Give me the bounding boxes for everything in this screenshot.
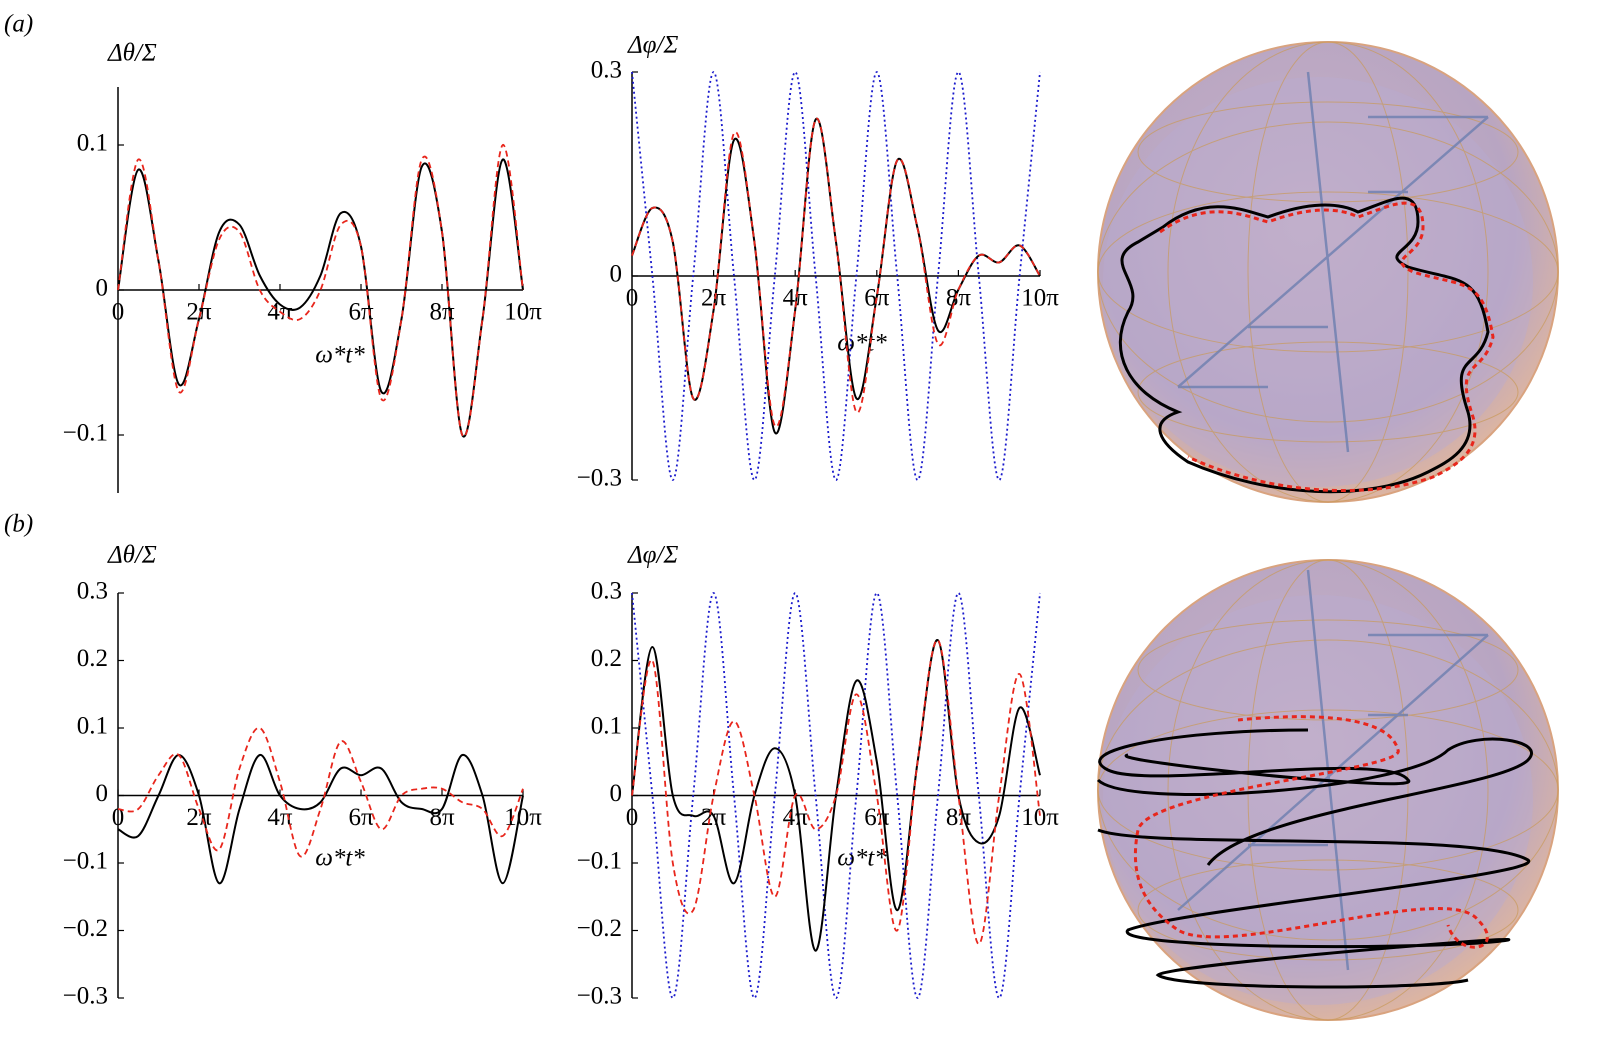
data-line (631, 117, 1041, 428)
x-tick-label: 4π (783, 804, 809, 831)
y-tick-label: 0.2 (77, 645, 108, 672)
y-tick-label: −0.1 (63, 420, 108, 447)
y-tick-label: −0.2 (63, 915, 108, 942)
data-line (631, 71, 1041, 481)
sphere-illustration (1096, 559, 1559, 1021)
sphere-illustration (1097, 41, 1559, 503)
x-tick-label: 0 (626, 285, 639, 312)
data-line (117, 144, 524, 438)
x-tick-label: 0 (626, 804, 639, 831)
y-tick-label: 0.1 (77, 130, 108, 157)
y-axis-label: Δφ/Σ (627, 542, 678, 569)
x-tick-label: 10π (1021, 285, 1059, 312)
y-tick-label: −0.1 (63, 848, 108, 875)
data-line (631, 592, 1041, 999)
y-tick-label: 0 (96, 780, 109, 807)
x-tick-label: 0 (112, 299, 125, 326)
y-tick-label: −0.3 (577, 465, 622, 492)
data-line (117, 158, 524, 438)
y-tick-label: 0.1 (591, 713, 622, 740)
y-tick-label: 0 (610, 780, 623, 807)
y-tick-label: 0.3 (77, 578, 108, 605)
x-tick-label: 10π (1021, 804, 1059, 831)
panel-label: (b) (4, 511, 33, 538)
y-tick-label: 0.3 (591, 57, 622, 84)
x-tick-label: 2π (186, 804, 212, 831)
x-axis-label: ω*t* (315, 845, 365, 872)
y-tick-label: −0.1 (577, 848, 622, 875)
y-tick-label: −0.3 (63, 983, 108, 1010)
y-tick-label: 0.1 (77, 713, 108, 740)
x-tick-label: 10π (504, 804, 542, 831)
x-axis-label: ω*t* (837, 845, 887, 872)
y-tick-label: −0.2 (577, 915, 622, 942)
y-tick-label: 0.2 (591, 645, 622, 672)
y-tick-label: −0.3 (577, 983, 622, 1010)
y-tick-label: 0.3 (591, 578, 622, 605)
x-axis-label: ω*t* (837, 330, 887, 357)
data-line (631, 639, 1041, 952)
y-axis-label: Δθ/Σ (107, 40, 157, 67)
y-axis-label: Δφ/Σ (627, 32, 678, 59)
data-line (117, 753, 524, 885)
y-tick-label: 0 (610, 261, 623, 288)
data-line (117, 727, 524, 858)
x-axis-label: ω*t* (315, 342, 365, 369)
data-line (631, 639, 1041, 945)
y-axis-label: Δθ/Σ (107, 542, 157, 569)
panel-label: (a) (4, 11, 33, 38)
x-tick-label: 0 (112, 804, 125, 831)
x-tick-label: 6π (864, 804, 890, 831)
x-tick-label: 10π (504, 299, 542, 326)
y-tick-label: 0 (96, 275, 109, 302)
